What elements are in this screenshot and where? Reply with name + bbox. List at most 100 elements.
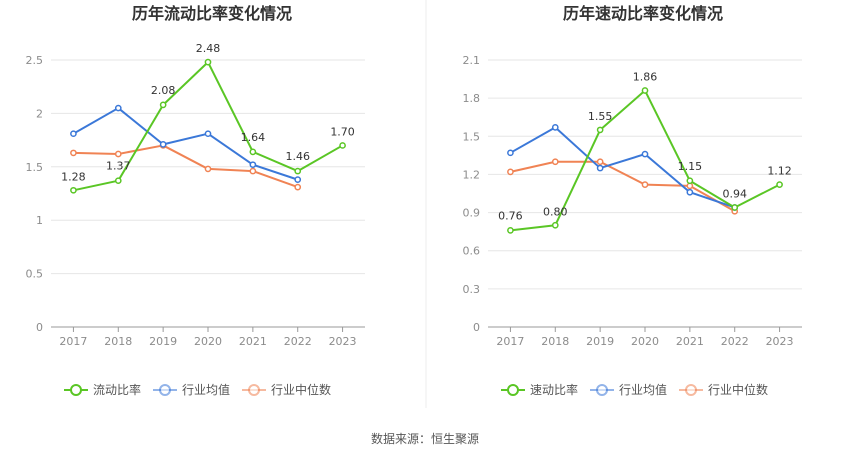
legend-item-3: 行业中位数 [679, 382, 768, 397]
data-label: 1.70 [330, 125, 355, 138]
data-point [641, 181, 649, 188]
x-tick-label: 2018 [541, 335, 569, 348]
data-labels: 1.28 1.37 2.08 2.48 1.64 1.46 1.70 [61, 42, 355, 183]
x-tick-label: 2023 [329, 335, 357, 348]
data-point [551, 158, 559, 166]
data-point [507, 168, 514, 176]
data-point [294, 167, 302, 175]
data-label: 1.64 [241, 131, 266, 144]
x-tick-label: 2022 [284, 335, 312, 348]
series-line-2 [72, 107, 299, 181]
data-point [507, 149, 514, 157]
x-tick-label: 2020 [194, 335, 222, 348]
y-tick-label: 0.6 [463, 245, 481, 258]
legend-marker [507, 384, 519, 396]
legend-marker [596, 384, 608, 396]
legend-label: 行业中位数 [708, 382, 768, 397]
y-tick-label: 1.5 [26, 161, 44, 174]
gridlines [51, 59, 365, 328]
legend-item-1: 流动比率 [64, 382, 141, 397]
data-point [114, 150, 122, 158]
y-tick-label: 0 [473, 321, 480, 334]
chart-current-ratio: 历年流动比率变化情况 0 0.5 1 1.5 2 2.5 2017 2018 2019 2020… [26, 4, 365, 397]
series-line-2 [509, 126, 736, 209]
legend-label: 速动比率 [530, 382, 578, 397]
legend-label: 行业均值 [619, 382, 667, 397]
x-tick-label: 2019 [149, 335, 177, 348]
y-axis-ticks: 0 0.5 1 1.5 2 2.5 [26, 54, 44, 334]
data-label: 1.46 [285, 150, 310, 163]
x-tick-label: 2017 [59, 335, 87, 348]
gridlines [488, 59, 802, 328]
data-label: 1.12 [767, 165, 792, 178]
x-tick-label: 2017 [496, 335, 524, 348]
data-point [686, 177, 694, 185]
data-point [114, 104, 122, 112]
chart-title: 历年速动比率变化情况 [563, 4, 723, 23]
legend-item-3: 行业中位数 [242, 382, 331, 397]
data-point [294, 176, 302, 183]
data-point [204, 130, 212, 138]
data-source-note: 数据来源：恒生聚源 [370, 432, 479, 446]
legend-marker [159, 384, 171, 396]
legend-marker [248, 384, 260, 396]
data-point [596, 158, 604, 166]
y-axis-ticks: 0 0.3 0.6 0.9 1.2 1.5 1.8 2.1 [463, 54, 481, 334]
data-label: 1.86 [633, 71, 658, 84]
data-point [731, 204, 739, 211]
y-tick-label: 1 [36, 214, 43, 227]
legend: 速动比率 行业均值 行业中位数 [501, 382, 768, 397]
series-group [70, 58, 346, 194]
data-labels: 0.76 0.80 1.55 1.86 1.15 0.94 1.12 [498, 71, 792, 223]
y-tick-label: 2.1 [463, 54, 481, 67]
y-tick-label: 0.3 [463, 283, 481, 296]
data-label: 0.76 [498, 209, 523, 222]
data-point [114, 177, 122, 185]
data-point [596, 126, 604, 134]
data-label: 1.15 [678, 160, 703, 173]
x-axis-ticks: 2017 2018 2019 2020 2021 2022 2023 [496, 327, 794, 348]
legend-label: 行业均值 [182, 382, 230, 397]
data-point [686, 188, 694, 196]
data-point [249, 167, 257, 175]
legend-marker [70, 384, 82, 396]
data-label: 1.37 [106, 160, 131, 173]
legend: 流动比率 行业均值 行业中位数 [64, 382, 331, 397]
data-label: 0.94 [722, 187, 747, 200]
data-point [551, 124, 559, 131]
y-tick-label: 1.8 [463, 92, 481, 105]
data-point [641, 150, 649, 158]
legend-item-2: 行业均值 [590, 382, 667, 397]
data-point [339, 142, 346, 149]
data-point [70, 186, 77, 194]
data-point [204, 165, 212, 173]
y-tick-label: 2 [36, 107, 43, 120]
data-label: 1.28 [61, 170, 86, 183]
legend-label: 流动比率 [93, 382, 141, 397]
legend-label: 行业中位数 [271, 382, 331, 397]
legend-item-1: 速动比率 [501, 382, 578, 397]
data-point [596, 164, 604, 172]
series-line-3 [73, 144, 299, 189]
legend-item-2: 行业均值 [153, 382, 230, 397]
x-tick-label: 2018 [104, 335, 132, 348]
data-point [159, 141, 167, 148]
x-axis-ticks: 2017 2018 2019 2020 2021 2022 2023 [59, 327, 357, 348]
y-tick-label: 0.5 [26, 268, 44, 281]
data-label: 2.08 [151, 84, 176, 97]
data-point [70, 149, 77, 157]
x-tick-label: 2021 [676, 335, 704, 348]
y-tick-label: 0 [36, 321, 43, 334]
y-tick-label: 1.2 [463, 168, 481, 181]
legend-marker [685, 384, 697, 396]
series-group [507, 87, 783, 234]
x-tick-label: 2023 [766, 335, 794, 348]
chart-quick-ratio: 历年速动比率变化情况 0 0.3 0.6 0.9 1.2 1.5 1.8 2.1 2017 20… [463, 4, 802, 397]
y-tick-label: 0.9 [463, 207, 481, 220]
x-tick-label: 2020 [631, 335, 659, 348]
data-label: 1.55 [588, 110, 613, 123]
data-label: 0.80 [543, 205, 568, 218]
y-tick-label: 1.5 [463, 130, 481, 143]
data-label: 2.48 [196, 42, 221, 55]
